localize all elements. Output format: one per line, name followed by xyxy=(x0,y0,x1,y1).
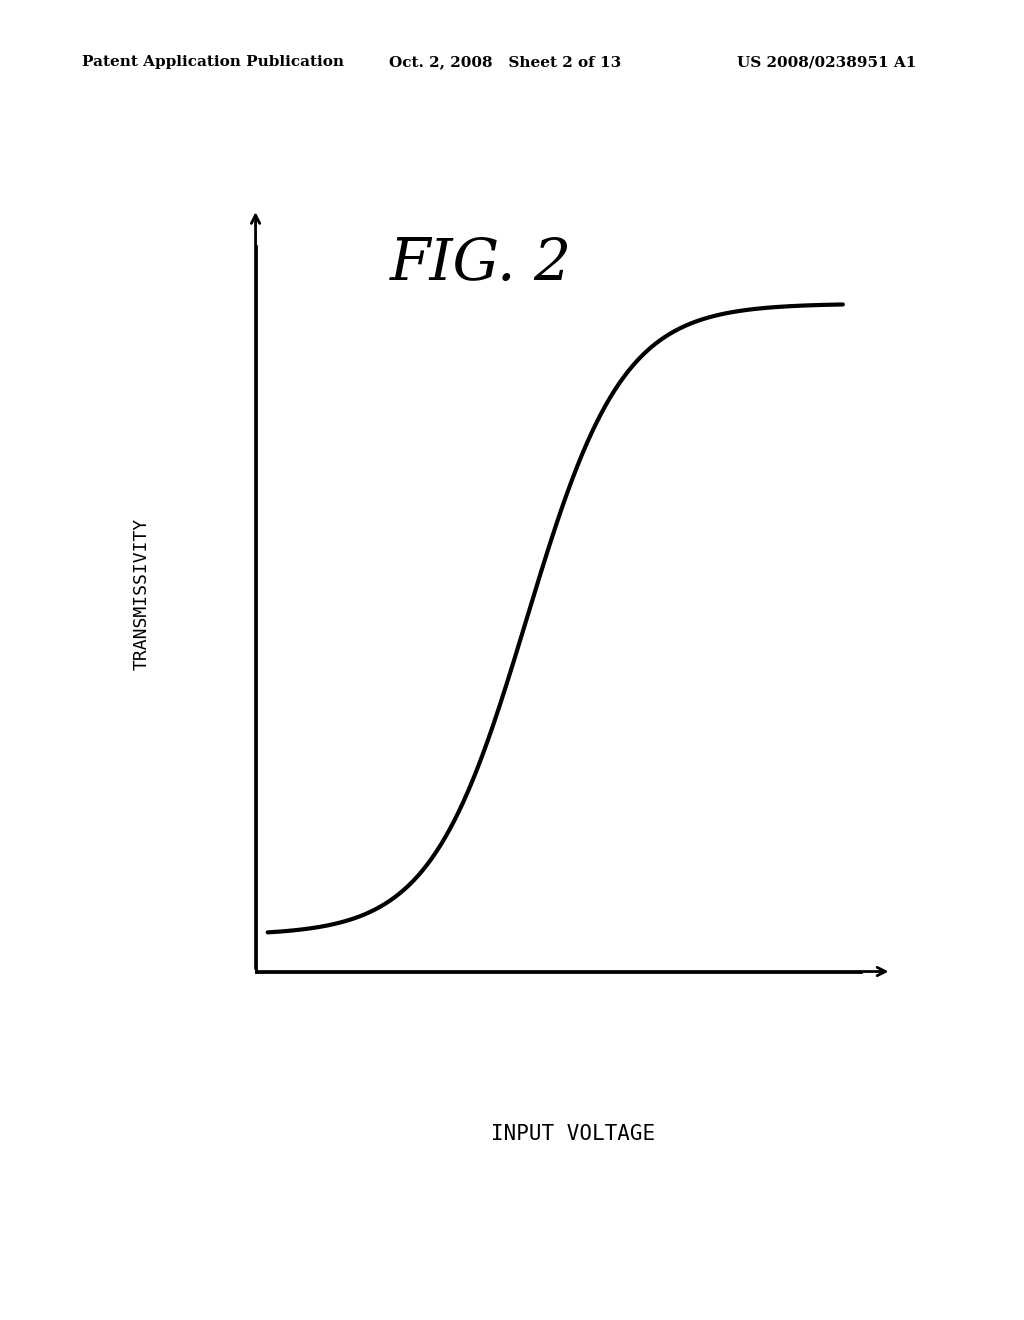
Text: US 2008/0238951 A1: US 2008/0238951 A1 xyxy=(737,55,916,70)
Text: Patent Application Publication: Patent Application Publication xyxy=(82,55,344,70)
Text: FIG. 2: FIG. 2 xyxy=(390,236,572,292)
Text: Oct. 2, 2008   Sheet 2 of 13: Oct. 2, 2008 Sheet 2 of 13 xyxy=(389,55,622,70)
Text: TRANSMISSIVITY: TRANSMISSIVITY xyxy=(133,517,151,671)
Text: INPUT VOLTAGE: INPUT VOLTAGE xyxy=(492,1125,655,1144)
